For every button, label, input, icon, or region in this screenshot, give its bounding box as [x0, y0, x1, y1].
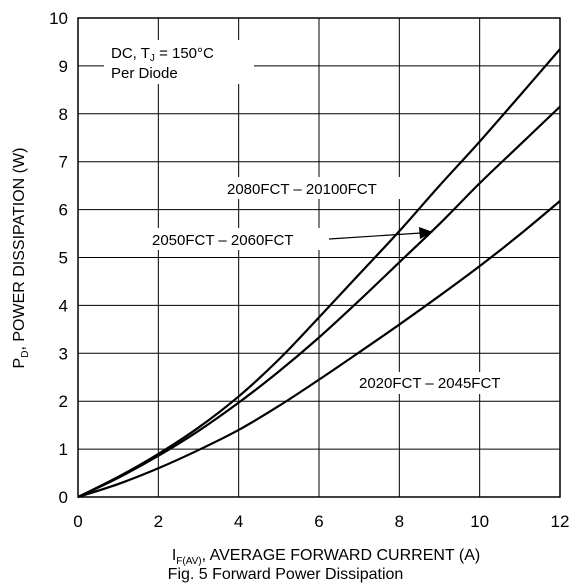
y-tick-label: 7	[59, 153, 68, 172]
x-axis-title: IF(AV), AVERAGE FORWARD CURRENT (A)	[172, 547, 480, 567]
y-tick-label: 10	[49, 9, 68, 28]
series-label-bg-top	[222, 177, 418, 199]
plot-frame	[77, 17, 561, 498]
y-tick-label: 3	[59, 344, 68, 363]
x-tick-label: 6	[314, 512, 323, 531]
x-tick-label: 0	[73, 512, 82, 531]
y-tick-label: 9	[59, 57, 68, 76]
series-label-2020-2045: 2020FCT – 2045FCT	[359, 375, 500, 392]
series-line-2	[77, 200, 561, 499]
x-tick-label: 2	[154, 512, 163, 531]
y-tick-label: 4	[59, 296, 68, 315]
series-lines	[77, 48, 561, 499]
series-label-2050-2060: 2050FCT – 2060FCT	[152, 232, 293, 249]
series-label-2050-2060-arrowhead	[419, 227, 433, 239]
series-label-2080-20100: 2080FCT – 20100FCT	[227, 181, 377, 198]
condition-box-background	[104, 40, 254, 84]
x-tick-label: 8	[395, 512, 404, 531]
condition-line-1: DC, TJ = 150°C	[111, 45, 214, 64]
series-label-bg-mid	[147, 228, 325, 250]
y-tick-label: 0	[59, 488, 68, 507]
y-tick-label: 6	[59, 201, 68, 220]
series-label-2050-2060-leader	[328, 232, 422, 240]
y-tick-label: 5	[59, 249, 68, 268]
x-tick-label: 12	[551, 512, 570, 531]
y-tick-label: 1	[59, 440, 68, 459]
condition-line-2: Per Diode	[111, 65, 178, 82]
series-line-0	[77, 48, 561, 498]
figure-caption: Fig. 5 Forward Power Dissipation	[167, 566, 404, 583]
series-label-bg-low	[355, 372, 541, 394]
y-tick-label: 8	[59, 105, 68, 124]
x-tick-label: 4	[234, 512, 243, 531]
y-axis-title: PD, POWER DISSIPATION (W)	[11, 148, 31, 369]
y-tick-label: 2	[59, 392, 68, 411]
x-tick-label: 10	[470, 512, 489, 531]
series-line-1	[77, 105, 561, 498]
grid-lines	[78, 18, 560, 497]
